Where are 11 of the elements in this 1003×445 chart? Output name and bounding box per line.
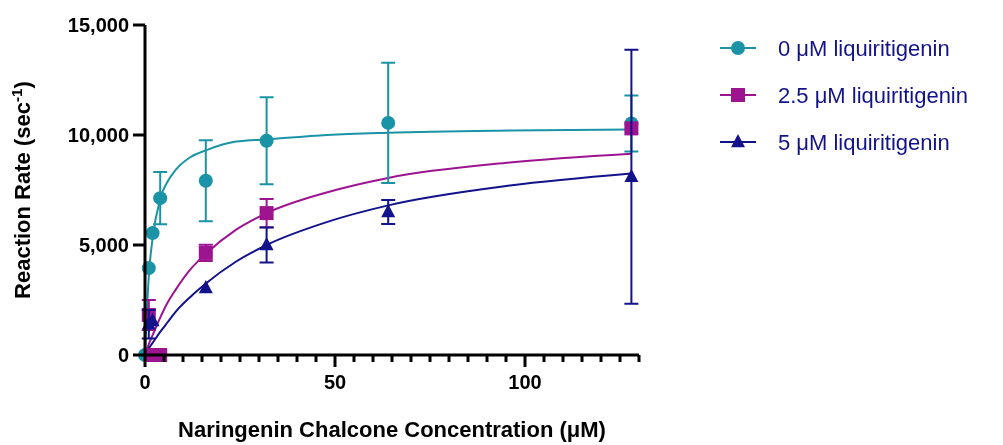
legend-label: 2.5 μM liquiritigenin [778, 83, 968, 108]
x-tick-label: 0 [139, 371, 151, 393]
x-tick-label: 50 [323, 371, 347, 393]
legend-label: 0 μM liquiritigenin [778, 36, 950, 61]
y-tick-label: 10,000 [67, 124, 129, 146]
y-tick-label: 5,000 [78, 234, 129, 256]
x-axis-title: Naringenin Chalcone Concentration (μM) [178, 417, 606, 442]
y-tick-label: 15,000 [67, 14, 129, 36]
y-tick-label: 0 [117, 344, 129, 366]
legend-label: 5 μM liquiritigenin [778, 130, 950, 155]
x-tick-label: 100 [508, 371, 542, 393]
